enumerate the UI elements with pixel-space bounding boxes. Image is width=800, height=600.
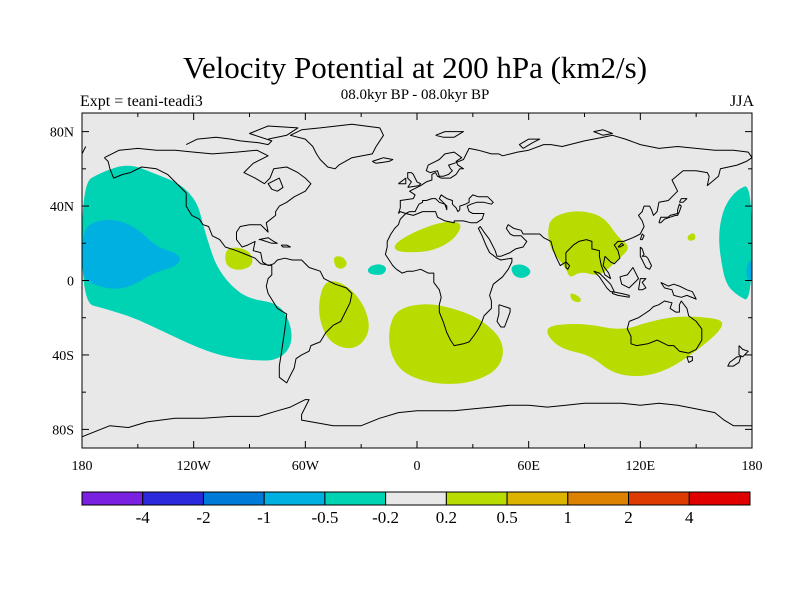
colorbar-swatch bbox=[567, 491, 630, 506]
coastline-4 bbox=[372, 157, 394, 164]
colorbar-swatch bbox=[385, 491, 447, 506]
coastline-0 bbox=[103, 147, 353, 384]
y-tick-label: 40S bbox=[52, 349, 74, 364]
x-tick-label: 60E bbox=[517, 459, 540, 474]
colorbar-label: 0.2 bbox=[436, 508, 457, 527]
coastline-20 bbox=[686, 356, 693, 363]
region-west-pacific-negative bbox=[719, 186, 752, 300]
region-pacific-small-positive bbox=[687, 233, 696, 241]
coastline-9 bbox=[678, 198, 688, 203]
coastline-5 bbox=[397, 134, 752, 214]
coastline-25 bbox=[258, 237, 278, 244]
coastline-16 bbox=[619, 267, 639, 289]
colorbar-swatch bbox=[628, 491, 690, 506]
colorbar-swatch bbox=[202, 491, 265, 506]
x-tick-label: 120W bbox=[177, 459, 212, 474]
coastline-29 bbox=[593, 129, 613, 136]
x-tick-label: 0 bbox=[414, 459, 421, 474]
region-southern-africa-positive bbox=[389, 304, 503, 384]
region-atlantic-small-positive bbox=[334, 256, 347, 269]
region-sumatra-small-positive bbox=[570, 293, 581, 303]
y-tick-label: 40N bbox=[50, 200, 74, 215]
region-asia-monsoon-positive bbox=[548, 211, 628, 277]
coastline-17 bbox=[638, 278, 647, 291]
region-central-america-positive bbox=[225, 247, 253, 270]
coastline-27 bbox=[82, 399, 752, 438]
x-tick-label: 180 bbox=[72, 459, 93, 474]
contour-regions bbox=[82, 165, 752, 384]
coastline-18 bbox=[660, 281, 697, 300]
coastline-12 bbox=[617, 242, 625, 248]
colorbar-swatch bbox=[81, 491, 144, 506]
coastline-8 bbox=[407, 172, 422, 188]
colorbar-label: -1 bbox=[257, 508, 271, 527]
colorbar-label: -0.5 bbox=[311, 508, 338, 527]
colorbar-swatch bbox=[506, 491, 569, 506]
colorbar-label: -4 bbox=[136, 508, 151, 527]
region-north-africa-positive bbox=[394, 221, 461, 253]
coastline-11 bbox=[639, 233, 645, 241]
colorbar-swatch bbox=[324, 491, 387, 506]
colorbar-swatch bbox=[688, 491, 751, 506]
colorbar-swatch bbox=[142, 491, 204, 506]
y-tick-label: 0 bbox=[67, 275, 74, 290]
coastline-3 bbox=[289, 123, 384, 170]
coastline-30 bbox=[435, 131, 464, 138]
axis-ticks: 180 120W 60W 0 60E 120E 180 80N 40N 0 40S 80S bbox=[50, 113, 763, 474]
y-tick-label: 80N bbox=[50, 126, 74, 141]
coastline-2 bbox=[185, 125, 299, 146]
coastline-23 bbox=[496, 304, 511, 328]
coastline-28 bbox=[518, 138, 541, 149]
coastline-21 bbox=[738, 345, 749, 358]
colorbar-swatch bbox=[445, 491, 508, 506]
colorbar-label: 2 bbox=[624, 508, 633, 527]
experiment-label: Expt = teani-teadi3 bbox=[80, 93, 203, 110]
coastline-10 bbox=[658, 203, 682, 224]
coastline-1 bbox=[82, 146, 87, 155]
coastline-22 bbox=[727, 356, 742, 367]
colorbar-swatch bbox=[263, 491, 326, 506]
coastlines bbox=[82, 123, 752, 438]
coastline-6 bbox=[384, 157, 752, 347]
colorbar-label: 4 bbox=[685, 508, 694, 527]
x-tick-label: 60W bbox=[292, 459, 320, 474]
y-tick-label: 80S bbox=[52, 423, 74, 438]
region-australia-positive bbox=[547, 316, 723, 377]
region-atlantic-small-negative bbox=[367, 264, 386, 275]
colorbar-label: -2 bbox=[196, 508, 210, 527]
region-north-pacific-negative bbox=[82, 165, 292, 361]
colorbar-label: 1 bbox=[564, 508, 573, 527]
region-west-pacific-core bbox=[746, 261, 752, 282]
coastline-15 bbox=[611, 291, 630, 298]
colorbar-label: 0.5 bbox=[496, 508, 517, 527]
chart-title: Velocity Potential at 200 hPa (km2/s) bbox=[182, 50, 648, 85]
coastline-24 bbox=[565, 261, 571, 270]
coastline-26 bbox=[280, 244, 291, 248]
coastline-19 bbox=[626, 300, 703, 354]
colorbar: -4 -2 -1 -0.5 -0.2 0.2 0.5 1 2 4 bbox=[81, 491, 751, 527]
coastline-13 bbox=[639, 246, 652, 270]
coastline-31 bbox=[267, 177, 284, 192]
chart-subtitle: 08.0kyr BP - 08.0kyr BP bbox=[340, 87, 490, 103]
season-label: JJA bbox=[729, 93, 754, 110]
region-north-pacific-core bbox=[82, 219, 180, 289]
region-indian-small-negative bbox=[511, 264, 531, 278]
colorbar-label: -0.2 bbox=[372, 508, 399, 527]
x-tick-label: 120E bbox=[626, 459, 656, 474]
coastline-7 bbox=[398, 177, 407, 185]
x-tick-label: 180 bbox=[742, 459, 763, 474]
